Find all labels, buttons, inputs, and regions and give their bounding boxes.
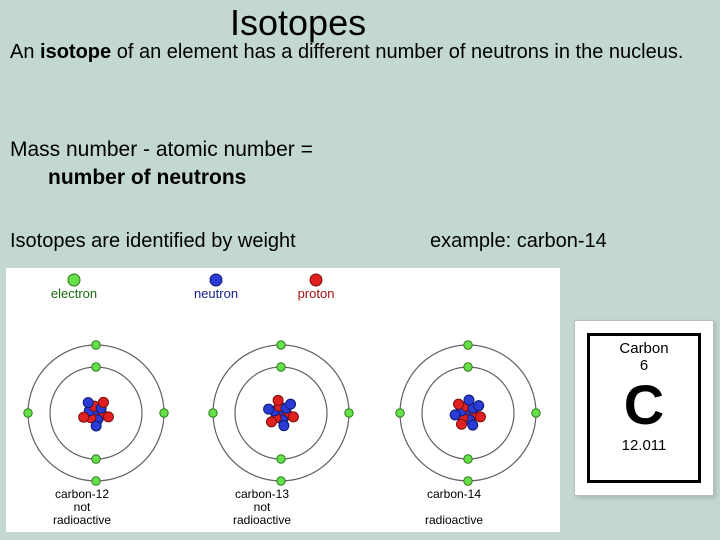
proton <box>453 399 463 409</box>
neutron <box>468 420 478 430</box>
isotope-label: radioactive <box>425 513 483 527</box>
electron <box>92 341 100 349</box>
neutron <box>279 421 289 431</box>
electron <box>532 409 540 417</box>
example-line: example: carbon-14 <box>430 230 607 253</box>
electron <box>464 363 472 371</box>
electron <box>345 409 353 417</box>
definition-text: An isotope of an element has a different… <box>10 40 710 65</box>
electron <box>92 455 100 463</box>
isotope-label: carbon-14 <box>427 487 481 501</box>
neutron <box>83 398 93 408</box>
periodic-table-card: Carbon 6 C 12.011 <box>574 320 714 496</box>
legend-label-neutron: neutron <box>194 286 238 301</box>
electron <box>277 455 285 463</box>
legend-dot-proton <box>310 274 322 286</box>
legend-dot-electron <box>68 274 80 286</box>
formula-line1: Mass number - atomic number = <box>10 136 313 164</box>
isotope-diagram-svg: electronneutronprotoncarbon-12notradioac… <box>6 268 560 532</box>
formula-block: Mass number - atomic number = number of … <box>10 136 313 193</box>
neutron <box>264 404 274 414</box>
def-rest: of an element has a different number of … <box>111 41 683 63</box>
legend-label-proton: proton <box>298 286 335 301</box>
proton <box>103 412 113 422</box>
def-bold: isotope <box>40 41 111 63</box>
isotope-label: not <box>74 500 91 514</box>
electron <box>396 409 404 417</box>
isotope-label: radioactive <box>53 513 111 527</box>
electron <box>209 409 217 417</box>
pt-name: Carbon <box>590 340 698 357</box>
neutron <box>464 395 474 405</box>
proton <box>98 397 108 407</box>
electron <box>92 363 100 371</box>
legend-label-electron: electron <box>51 286 97 301</box>
periodic-table-inner: Carbon 6 C 12.011 <box>587 333 701 483</box>
electron <box>160 409 168 417</box>
formula-line2: number of neutrons <box>10 164 313 192</box>
neutron <box>450 410 460 420</box>
legend-dot-neutron <box>210 274 222 286</box>
electron <box>464 455 472 463</box>
electron <box>277 363 285 371</box>
isotope-label: carbon-13 <box>235 487 289 501</box>
electron <box>464 477 472 485</box>
proton <box>266 417 276 427</box>
def-prefix: An <box>10 41 40 63</box>
page-title: Isotopes <box>230 2 366 44</box>
proton <box>456 419 466 429</box>
isotope-diagram-panel: electronneutronprotoncarbon-12notradioac… <box>6 268 560 532</box>
pt-symbol: C <box>590 376 698 435</box>
isotope-label: carbon-12 <box>55 487 109 501</box>
electron <box>24 409 32 417</box>
electron <box>464 341 472 349</box>
proton <box>288 412 298 422</box>
neutron <box>286 399 296 409</box>
pt-number: 6 <box>590 357 698 374</box>
electron <box>277 341 285 349</box>
proton <box>79 412 89 422</box>
isotope-label: radioactive <box>233 513 291 527</box>
proton <box>475 412 485 422</box>
pt-mass: 12.011 <box>590 437 698 454</box>
neutron <box>91 421 101 431</box>
neutron <box>474 401 484 411</box>
proton <box>273 395 283 405</box>
electron <box>277 477 285 485</box>
identify-line: Isotopes are identified by weight <box>10 230 296 253</box>
electron <box>92 477 100 485</box>
isotope-label: not <box>254 500 271 514</box>
